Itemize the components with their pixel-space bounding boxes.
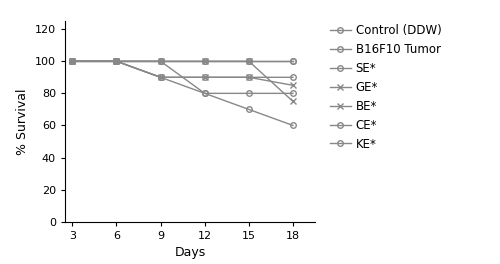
Y-axis label: % Survival: % Survival	[16, 88, 30, 155]
Legend: Control (DDW), B16F10 Tumor, SE*, GE*, BE*, CE*, KE*: Control (DDW), B16F10 Tumor, SE*, GE*, B…	[328, 23, 442, 152]
X-axis label: Days: Days	[174, 246, 206, 259]
